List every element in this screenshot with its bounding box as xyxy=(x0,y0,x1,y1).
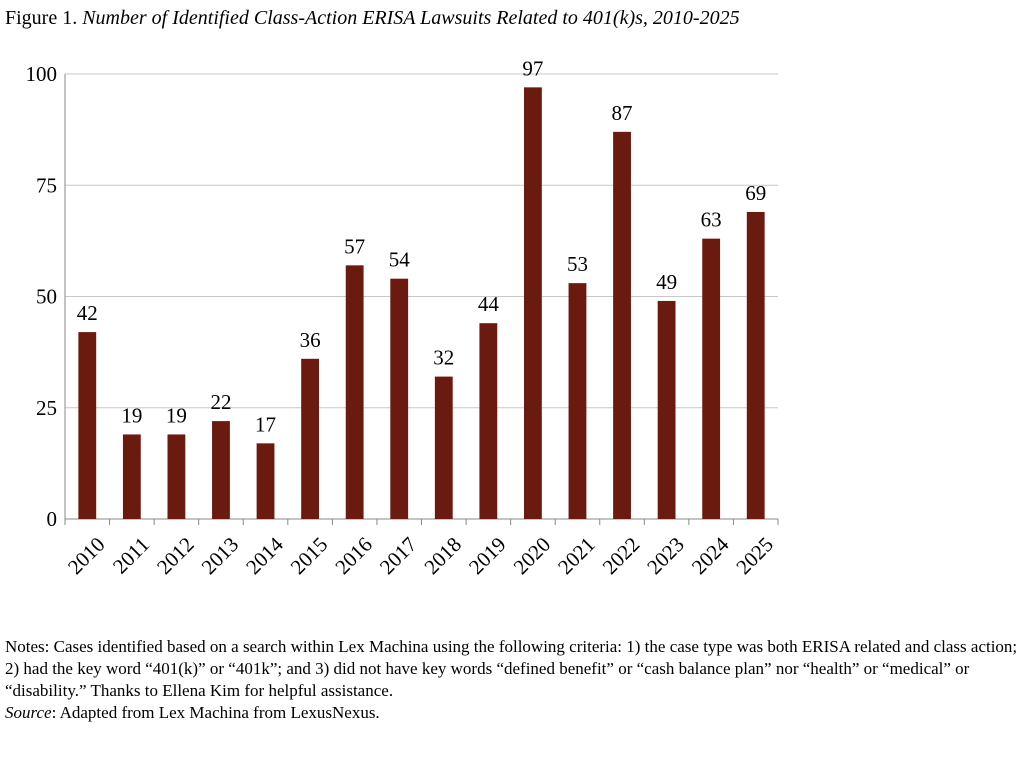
source: Source: Adapted from Lex Machina from Le… xyxy=(5,702,1021,724)
title-prefix: Figure 1. xyxy=(5,7,77,29)
y-tick-label: 50 xyxy=(36,285,57,309)
data-label: 19 xyxy=(166,403,187,427)
bar xyxy=(657,300,676,519)
x-tick-label: 2020 xyxy=(509,532,556,579)
x-tick-label: 2016 xyxy=(330,532,377,579)
bar xyxy=(122,434,141,519)
x-tick-label: 2012 xyxy=(152,532,199,579)
x-tick-label: 2011 xyxy=(108,532,154,578)
x-tick-label: 2010 xyxy=(63,532,110,579)
data-label: 53 xyxy=(567,252,588,276)
bar xyxy=(434,376,453,519)
bar xyxy=(256,443,275,519)
data-label: 42 xyxy=(77,301,98,325)
bar xyxy=(613,131,631,519)
x-tick-label: 2017 xyxy=(375,532,422,579)
title-text: Number of Identified Class-Action ERISA … xyxy=(81,7,739,29)
x-tick-label: 2018 xyxy=(419,532,466,579)
data-label: 54 xyxy=(389,248,411,272)
source-label: Source xyxy=(5,703,52,722)
x-tick-label: 2025 xyxy=(731,532,778,579)
data-label: 97 xyxy=(522,56,543,80)
data-label: 19 xyxy=(121,403,142,427)
y-tick-label: 0 xyxy=(47,507,58,531)
data-label: 57 xyxy=(344,234,365,258)
x-tick-label: 2019 xyxy=(464,532,511,579)
bar xyxy=(78,332,97,519)
data-label: 49 xyxy=(656,270,677,294)
bar xyxy=(479,323,498,519)
data-label: 32 xyxy=(433,346,454,370)
bar xyxy=(523,87,542,519)
x-tick-label: 2022 xyxy=(598,532,645,579)
bar xyxy=(390,278,409,519)
x-tick-label: 2024 xyxy=(687,532,734,579)
x-tick-label: 2023 xyxy=(642,532,689,579)
bar xyxy=(301,358,320,519)
data-label: 36 xyxy=(300,328,321,352)
bar xyxy=(212,421,230,519)
bar xyxy=(702,238,721,519)
x-tick-label: 2021 xyxy=(553,532,600,579)
y-tick-label: 75 xyxy=(36,173,57,197)
data-label: 69 xyxy=(745,181,766,205)
notes-block: Notes: Cases identified based on a searc… xyxy=(5,636,1021,724)
bar xyxy=(746,211,765,519)
y-tick-label: 100 xyxy=(26,62,58,86)
chart: Figure 1. Number of Identified Class-Act… xyxy=(5,7,779,579)
x-tick-label: 2015 xyxy=(286,532,333,579)
data-label: 44 xyxy=(478,292,500,316)
x-tick-label: 2013 xyxy=(197,532,244,579)
chart-title: Figure 1. Number of Identified Class-Act… xyxy=(5,7,740,29)
y-tick-label: 25 xyxy=(36,396,57,420)
x-tick-label: 2014 xyxy=(241,532,288,579)
data-label: 22 xyxy=(210,390,231,414)
bar xyxy=(568,283,587,519)
bar xyxy=(167,434,186,519)
data-label: 87 xyxy=(612,101,633,125)
notes: Notes: Cases identified based on a searc… xyxy=(5,637,1018,700)
data-label: 63 xyxy=(701,208,722,232)
source-text: : Adapted from Lex Machina from LexusNex… xyxy=(51,703,380,722)
bar xyxy=(345,265,364,519)
data-label: 17 xyxy=(255,412,276,436)
